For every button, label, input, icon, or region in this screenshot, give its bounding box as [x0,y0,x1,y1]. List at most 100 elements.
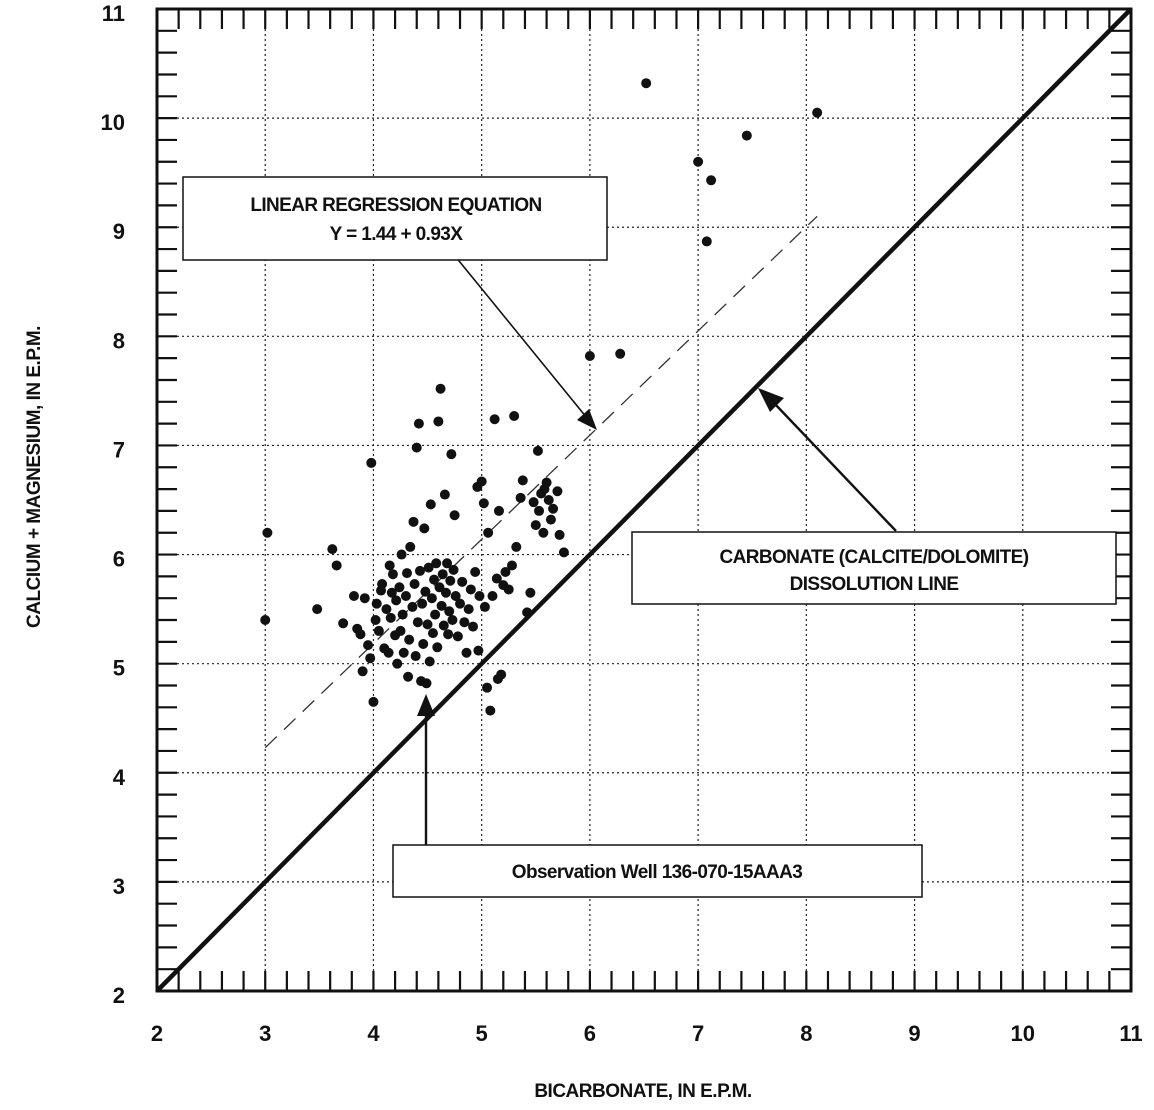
data-point [422,619,433,630]
data-point [545,514,556,525]
data-point [387,569,398,580]
x-tick-label: 2 [151,1021,163,1046]
regression-line [264,215,818,749]
data-point [442,558,453,569]
well-arrowhead [417,694,435,716]
data-point [404,634,415,645]
data-point [525,587,536,598]
data-point [427,628,438,639]
data-point [500,567,511,578]
plot-frame [155,7,1133,993]
data-point [312,604,323,615]
data-point [381,604,392,615]
y-tick-label: 4 [113,765,126,790]
data-point [400,591,411,602]
data-point [468,621,479,632]
data-point [455,598,466,609]
data-point [457,576,468,587]
regression-arrowhead [577,409,597,430]
data-point [493,505,504,516]
data-point [401,568,412,579]
data-point [331,560,342,571]
data-point [701,236,712,247]
data-point [359,593,370,604]
data-point [410,651,421,662]
y-tick-label: 3 [113,874,125,899]
data-point [479,601,490,612]
data-point [470,567,481,578]
data-point [403,671,414,682]
data-point [405,541,416,552]
data-point [487,591,498,602]
data-point [392,658,403,669]
data-point [327,544,338,555]
data-point [348,591,359,602]
data-point [503,584,514,595]
data-point [398,647,409,658]
data-point [543,495,554,505]
data-point [436,600,447,611]
data-point [262,527,273,538]
x-tick-label: 3 [259,1021,271,1046]
data-point [496,669,507,680]
data-point [338,618,349,629]
data-point [418,639,429,650]
dissolution-arrow [773,402,897,532]
data-point [408,516,419,527]
x-tick-label: 9 [908,1021,920,1046]
data-point [430,609,441,620]
data-point [432,642,443,653]
data-point [429,574,440,585]
data-point [532,445,543,456]
data-point [552,486,563,497]
data-point [384,560,395,571]
data-point [478,498,489,509]
dissolution-title: CARBONATE (CALCITE/DOLOMITE) [720,547,1029,568]
data-point [421,678,432,689]
data-point [558,547,569,558]
data-point [706,175,717,186]
data-point [517,475,528,486]
data-point [368,696,379,707]
data-point [459,617,470,628]
dissolution-arrowhead [758,388,784,412]
x-tick-label: 11 [1119,1021,1142,1046]
data-point [463,604,474,615]
data-point [370,615,381,626]
dissolution-line [155,7,1133,993]
data-point [515,492,526,503]
data-point [423,562,434,573]
data-point [439,489,450,500]
data-point [548,503,559,514]
regression-equation: Y = 1.44 + 0.93X [330,224,464,245]
data-point [438,620,449,631]
y-tick-label: 5 [113,656,125,681]
data-point [412,617,423,628]
x-tick-label: 7 [692,1021,704,1046]
y-tick-label: 6 [113,547,125,572]
x-tick-label: 4 [367,1021,380,1046]
data-point [489,414,500,425]
data-point [483,527,494,538]
y-tick-labels: 2 3 4 5 6 7 8 9 10 11 [101,1,126,1008]
x-axis-title: BICARBONATE, IN E.P.M. [534,1081,751,1102]
data-point [433,416,444,427]
y-tick-label: 7 [113,437,125,462]
y-tick-label: 10 [101,110,125,135]
data-point [385,612,396,623]
data-point [407,601,418,612]
data-point [530,520,541,531]
data-point [260,615,271,626]
y-tick-label: 11 [102,1,125,26]
y-axis-title: CALCIUM + MAGNESIUM, IN E.P.M. [24,326,45,628]
data-point [491,573,502,584]
data-point [693,156,704,167]
y-tick-label: 9 [113,219,125,244]
data-point [425,499,436,510]
data-point [812,107,823,118]
data-point [641,78,652,89]
data-points [260,78,823,716]
data-point [554,529,565,540]
data-point [426,593,437,604]
data-point [366,457,377,468]
